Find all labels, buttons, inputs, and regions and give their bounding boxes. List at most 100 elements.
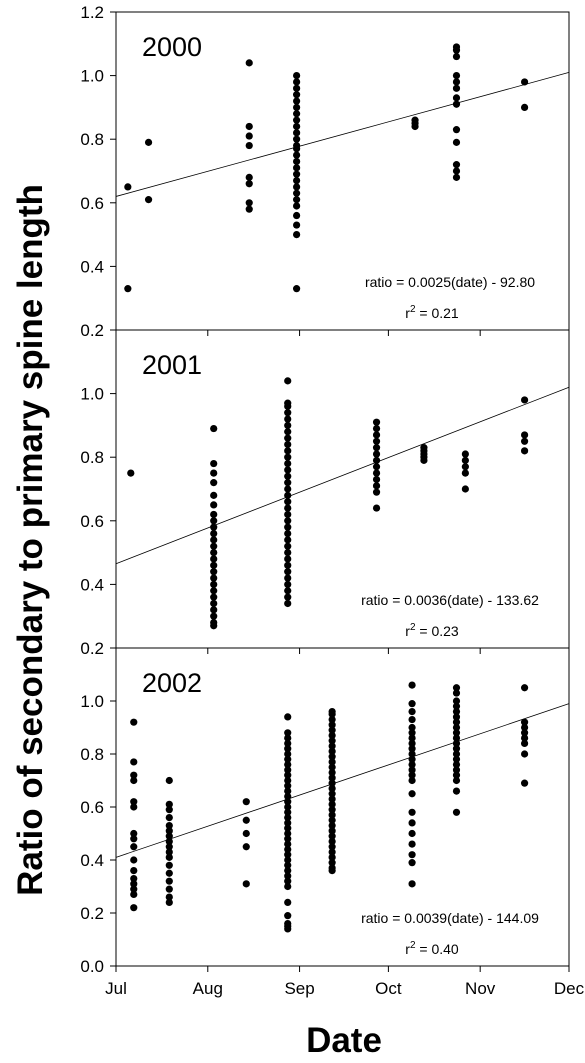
data-point: [284, 845, 292, 854]
y-tick-label: 0.4: [80, 851, 104, 870]
data-point: [130, 890, 138, 899]
data-point: [284, 824, 292, 832]
data-point: [328, 768, 336, 777]
data-point: [284, 761, 292, 769]
data-point: [165, 861, 173, 869]
data-point: [293, 151, 301, 159]
data-point: [284, 574, 292, 582]
data-point: [284, 529, 292, 538]
data-point: [372, 437, 381, 445]
data-point: [293, 129, 301, 137]
data-point: [452, 808, 461, 816]
y-tick-label: 0.0: [80, 957, 104, 976]
x-tick-label: Nov: [465, 979, 496, 998]
y-axis-title: Ratio of secondary to primary spine leng…: [11, 184, 50, 896]
data-point: [284, 787, 292, 795]
data-point: [461, 485, 469, 493]
data-point: [328, 816, 336, 824]
data-point: [284, 898, 292, 907]
data-point: [284, 587, 292, 595]
data-point: [293, 189, 301, 197]
data-point: [284, 409, 292, 417]
data-point: [210, 561, 218, 569]
data-point: [408, 776, 416, 785]
data-point: [452, 94, 461, 102]
data-point: [372, 444, 381, 452]
data-point: [284, 440, 292, 449]
data-point: [452, 734, 461, 742]
data-point: [245, 199, 253, 207]
data-point: [408, 700, 416, 708]
data-point: [372, 469, 381, 477]
data-point: [284, 755, 292, 763]
y-tick-label: 0.6: [80, 798, 104, 817]
data-point: [242, 816, 250, 824]
data-point: [452, 100, 461, 108]
data-point: [452, 755, 461, 763]
y-tick-label: 0.4: [80, 575, 104, 594]
chart-panels: 0.2 0.4 0.6 0.8 1.0 1.2 2000 ratio = 0.0025(dat…: [80, 3, 584, 998]
data-point: [372, 424, 381, 433]
data-point: [408, 729, 416, 737]
data-point: [124, 285, 132, 293]
data-point: [293, 157, 301, 166]
data-point: [293, 285, 301, 293]
data-point: [127, 469, 135, 477]
data-point: [284, 421, 292, 429]
x-tick-label: Oct: [375, 979, 402, 998]
data-point: [408, 715, 416, 724]
data-point: [210, 459, 218, 468]
data-point: [284, 856, 292, 864]
data-point: [284, 745, 292, 753]
data-point: [520, 718, 529, 726]
data-point: [520, 750, 529, 758]
regression-equation: ratio = 0.0039(date) - 144.09: [361, 910, 539, 926]
data-point: [245, 122, 253, 131]
data-point: [242, 829, 250, 838]
data-point: [165, 843, 173, 851]
y-tick-label: 0.8: [80, 448, 104, 467]
data-point: [130, 904, 138, 912]
data-point: [210, 612, 218, 620]
data-point: [284, 771, 292, 779]
data-point: [461, 469, 469, 477]
data-point: [328, 784, 336, 793]
data-point: [165, 832, 173, 840]
data-point: [293, 196, 301, 204]
data-point: [245, 173, 253, 181]
data-point: [284, 472, 292, 480]
data-point: [284, 729, 292, 737]
data-point: [210, 479, 218, 487]
data-point: [284, 803, 292, 811]
data-point: [520, 739, 529, 748]
data-point: [372, 456, 381, 464]
data-point: [210, 606, 218, 614]
data-point: [130, 867, 138, 875]
x-tick-label: Sep: [284, 979, 314, 998]
data-point: [328, 837, 336, 846]
data-point: [328, 790, 336, 798]
data-point: [452, 167, 461, 175]
regression-equation: ratio = 0.0036(date) - 133.62: [361, 592, 539, 608]
y-tick-label: 0.8: [80, 130, 104, 149]
data-point: [130, 829, 138, 838]
y-tick-label: 0.2: [80, 321, 104, 340]
data-point: [245, 180, 253, 188]
data-point: [293, 122, 301, 131]
data-point: [452, 52, 461, 61]
x-tick-label: Jul: [105, 979, 127, 998]
data-point: [293, 135, 301, 143]
data-point: [408, 708, 416, 716]
data-point: [372, 504, 381, 512]
data-point: [284, 555, 292, 563]
panel-2001: 0.2 0.4 0.6 0.8 1.0 2001 ratio = 0.0036(date) …: [80, 329, 570, 658]
data-point: [408, 745, 416, 753]
data-point: [284, 782, 292, 790]
data-point: [210, 542, 218, 550]
data-point: [144, 196, 153, 204]
year-label: 2000: [142, 32, 202, 62]
data-point: [293, 231, 301, 239]
data-point: [328, 779, 336, 787]
data-point: [328, 800, 336, 808]
